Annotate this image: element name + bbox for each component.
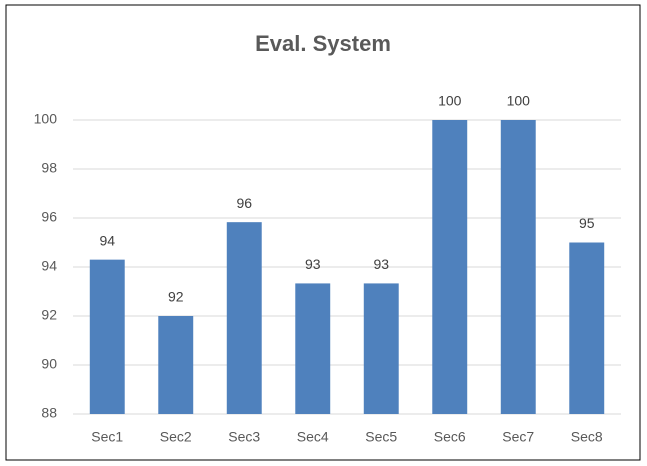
x-tick-label: Sec2 [160, 429, 192, 445]
x-tick-label: Sec3 [228, 429, 260, 445]
y-tick-label: 92 [41, 307, 57, 323]
bar [158, 316, 194, 414]
bar [89, 259, 125, 414]
chart-title: Eval. System [255, 31, 391, 56]
data-label: 95 [579, 215, 595, 231]
data-label: 100 [438, 93, 462, 109]
y-tick-label: 88 [41, 405, 57, 421]
x-tick-label: Sec5 [365, 429, 397, 445]
y-tick-label: 94 [41, 258, 57, 274]
y-tick-label: 98 [41, 160, 57, 176]
bar [500, 120, 536, 414]
x-tick-label: Sec8 [571, 429, 603, 445]
x-tick-label: Sec4 [297, 429, 329, 445]
bar [363, 283, 399, 414]
x-tick-label: Sec1 [91, 429, 123, 445]
y-tick-label: 90 [41, 356, 57, 372]
data-label: 93 [305, 256, 321, 272]
data-label: 94 [99, 232, 115, 248]
bar [226, 222, 262, 414]
bar [432, 120, 468, 414]
y-tick-label: 96 [41, 209, 57, 225]
y-tick-label: 100 [34, 111, 58, 127]
bar [569, 242, 605, 414]
x-tick-label: Sec6 [434, 429, 466, 445]
data-label: 93 [373, 256, 389, 272]
data-label: 96 [236, 195, 252, 211]
data-label: 100 [507, 93, 531, 109]
bar [295, 283, 331, 414]
x-tick-label: Sec7 [502, 429, 534, 445]
data-label: 92 [168, 289, 184, 305]
